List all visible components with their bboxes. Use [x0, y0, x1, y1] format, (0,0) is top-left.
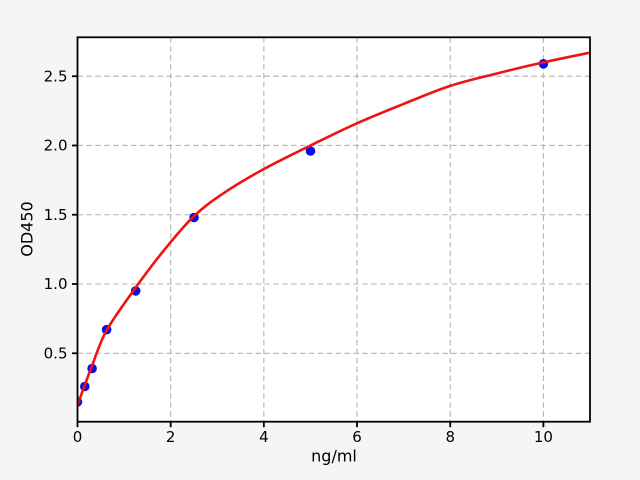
data-point: [130, 286, 141, 296]
y-tick-label: 0.5: [44, 344, 68, 362]
plot-border: [76, 36, 591, 423]
x-tick-label: 10: [534, 428, 553, 446]
x-tick-label: 2: [166, 428, 176, 446]
fit-curve: [77, 51, 590, 407]
x-tick-label: 4: [259, 428, 269, 446]
y-tick-label: 1.0: [44, 275, 68, 293]
y-tick-label: 2.0: [44, 137, 68, 155]
x-tick-label: 8: [445, 428, 455, 446]
plot-area: [77, 37, 590, 422]
x-tick-label: 0: [73, 428, 83, 446]
data-point: [305, 146, 316, 156]
y-tick-label: 1.5: [44, 206, 68, 224]
y-axis-label: OD450: [17, 201, 37, 257]
x-tick-label: 6: [352, 428, 362, 446]
plot-contents: [77, 51, 590, 407]
y-tick-label: 2.5: [44, 67, 68, 85]
x-axis-label: ng/ml: [311, 446, 357, 466]
